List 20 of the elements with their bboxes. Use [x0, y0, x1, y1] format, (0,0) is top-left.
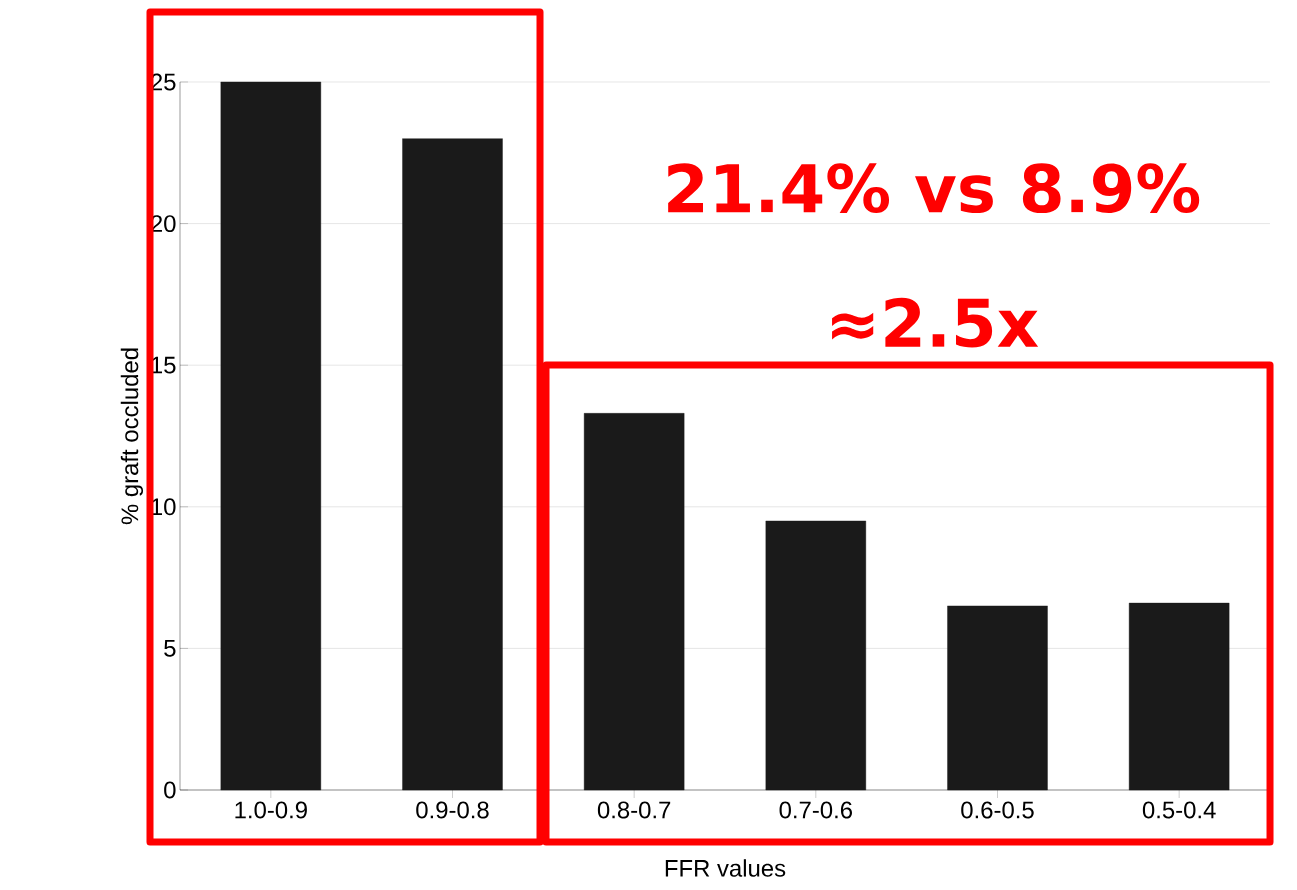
- bar: [947, 605, 1048, 791]
- annotation: ≈2.5x: [832, 297, 1039, 348]
- x-tick-label: 0.7-0.6: [779, 801, 852, 819]
- y-tick-label: 0: [164, 781, 176, 799]
- x-axis-title: FFR values: [665, 859, 786, 877]
- bar: [220, 81, 322, 791]
- x-tick-label: 0.6-0.5: [961, 801, 1034, 819]
- y-tick-label: 10: [151, 498, 176, 516]
- x-tick-label: 1.0-0.9: [235, 801, 307, 819]
- x-tick-label: 0.9-0.8: [416, 801, 489, 819]
- bar: [765, 520, 867, 791]
- x-tick-label: 0.5-0.4: [1142, 801, 1216, 819]
- y-axis-title: % graft occluded: [120, 348, 144, 525]
- bar: [583, 413, 685, 791]
- y-tick-label: 5: [164, 640, 176, 657]
- y-tick-label: 15: [151, 356, 176, 374]
- bar: [402, 138, 503, 791]
- annotation: 21.4% vs 8.9%: [668, 163, 1200, 214]
- x-tick-label: 0.8-0.7: [597, 801, 671, 819]
- bar: [1128, 602, 1230, 791]
